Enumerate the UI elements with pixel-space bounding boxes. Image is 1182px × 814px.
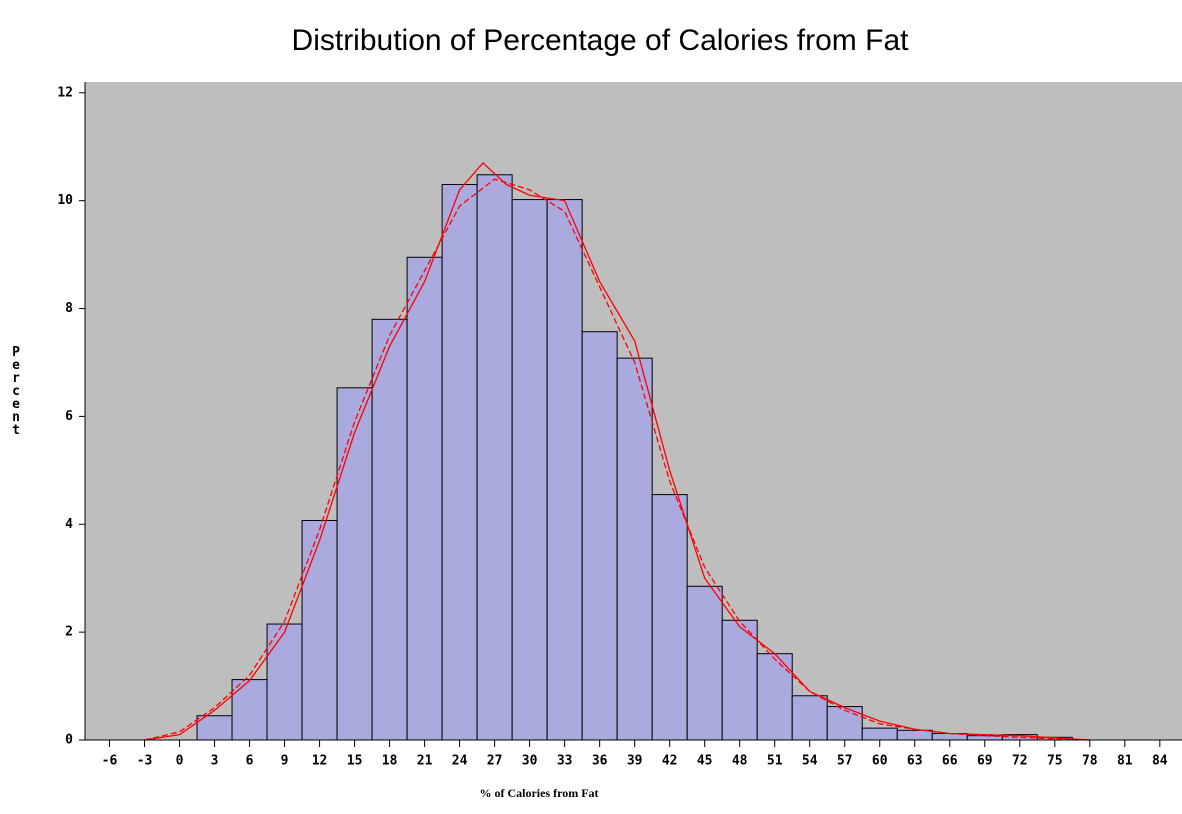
- x-tick-label: 3: [211, 754, 219, 769]
- bar: [336, 387, 373, 741]
- bar: [301, 519, 338, 741]
- x-tick-label: 84: [1152, 754, 1168, 769]
- bar: [441, 183, 478, 741]
- bar: [581, 331, 618, 741]
- x-tick-label: 69: [977, 754, 993, 769]
- bar: [686, 585, 723, 741]
- density-curve: [144, 178, 1090, 741]
- x-tick-label: 33: [557, 754, 573, 769]
- bar: [791, 695, 828, 741]
- x-tick-label: 78: [1082, 754, 1098, 769]
- y-tick-label: 12: [57, 85, 73, 100]
- x-tick-label: 42: [662, 754, 678, 769]
- bar: [616, 357, 653, 741]
- x-tick-label: 66: [942, 754, 958, 769]
- bar: [511, 199, 548, 741]
- x-tick-label: 36: [592, 754, 608, 769]
- x-tick-label: 39: [627, 754, 643, 769]
- bar: [231, 679, 268, 741]
- bar: [406, 256, 443, 741]
- x-tick-label: -6: [102, 754, 118, 769]
- y-tick-label: 8: [65, 301, 73, 316]
- bar: [896, 729, 933, 741]
- chart-title: Distribution of Percentage of Calories f…: [292, 24, 910, 57]
- bar: [266, 623, 303, 741]
- x-tick-label: 60: [872, 754, 888, 769]
- y-tick-label: 6: [65, 409, 73, 424]
- x-tick-label: -3: [137, 754, 153, 769]
- bar: [371, 318, 408, 741]
- x-tick-label: 30: [522, 754, 538, 769]
- x-tick-label: 12: [312, 754, 328, 769]
- x-tick-label: 72: [1012, 754, 1028, 769]
- bar: [861, 727, 898, 741]
- x-tick-label: 63: [907, 754, 923, 769]
- x-tick-label: 9: [281, 754, 289, 769]
- x-tick-label: 54: [802, 754, 818, 769]
- x-tick-label: 6: [246, 754, 254, 769]
- x-tick-label: 48: [732, 754, 748, 769]
- x-tick-label: 81: [1117, 754, 1133, 769]
- bar: [546, 199, 583, 741]
- x-tick-label: 0: [176, 754, 184, 769]
- bar: [826, 706, 863, 741]
- x-tick-label: 57: [837, 754, 853, 769]
- bar: [721, 619, 758, 741]
- x-tick-label: 24: [452, 754, 468, 769]
- x-tick-label: 75: [1047, 754, 1063, 769]
- y-tick-label: 0: [65, 733, 73, 748]
- y-axis-label: Percent: [9, 345, 24, 436]
- x-tick-label: 27: [487, 754, 503, 769]
- y-tick-label: 4: [65, 517, 73, 532]
- x-tick-label: 18: [382, 754, 398, 769]
- x-tick-label: 21: [417, 754, 433, 769]
- y-tick-label: 2: [65, 625, 73, 640]
- bar: [476, 174, 513, 741]
- x-tick-label: 45: [697, 754, 713, 769]
- bar: [651, 494, 688, 741]
- x-axis-label: % of Calories from Fat: [479, 786, 598, 800]
- x-tick-label: 15: [347, 754, 363, 769]
- bar: [196, 715, 233, 741]
- x-tick-label: 51: [767, 754, 783, 769]
- y-tick-label: 10: [57, 193, 73, 208]
